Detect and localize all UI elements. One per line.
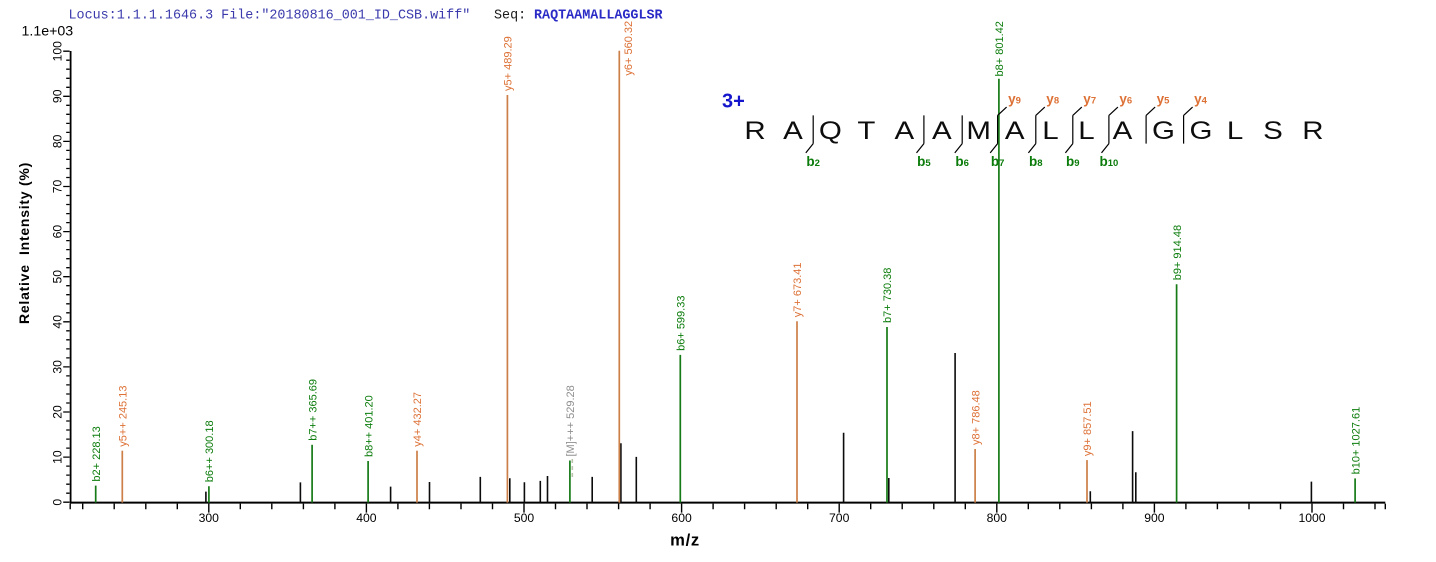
svg-text:G: G bbox=[1152, 116, 1175, 144]
svg-text:b6+ 599.33: b6+ 599.33 bbox=[676, 296, 688, 351]
svg-text:RAQTAAMALLAGGLSR: RAQTAAMALLAGGLSR bbox=[534, 9, 664, 24]
svg-text:b9+ 914.48: b9+ 914.48 bbox=[1172, 225, 1184, 280]
svg-text:M: M bbox=[966, 116, 991, 144]
svg-text:b6: b6 bbox=[955, 154, 969, 169]
svg-text:L: L bbox=[1227, 116, 1243, 144]
svg-text:L: L bbox=[1078, 116, 1094, 144]
svg-text:Locus:1.1.1.1646.3 File:"20180: Locus:1.1.1.1646.3 File:"20180816_001_ID… bbox=[69, 9, 471, 24]
svg-text:y7: y7 bbox=[1083, 92, 1096, 107]
svg-text:G: G bbox=[1190, 116, 1213, 144]
svg-text:[M]+++ 529.28: [M]+++ 529.28 bbox=[565, 385, 577, 456]
svg-text:y5: y5 bbox=[1157, 92, 1171, 107]
svg-text:b8: b8 bbox=[1029, 154, 1043, 169]
svg-text:S: S bbox=[1263, 116, 1283, 144]
svg-text:40: 40 bbox=[51, 315, 65, 329]
svg-text:A: A bbox=[783, 116, 803, 144]
svg-text:b2: b2 bbox=[806, 154, 820, 169]
svg-text:L: L bbox=[1042, 116, 1058, 144]
svg-text:300: 300 bbox=[199, 511, 220, 525]
svg-text:m/z: m/z bbox=[670, 531, 700, 550]
svg-text:100: 100 bbox=[51, 41, 65, 62]
svg-text:y9: y9 bbox=[1008, 92, 1021, 107]
svg-text:b10: b10 bbox=[1099, 154, 1118, 169]
svg-text:600: 600 bbox=[671, 511, 692, 525]
svg-text:b8++ 401.20: b8++ 401.20 bbox=[363, 395, 375, 457]
svg-text:500: 500 bbox=[514, 511, 535, 525]
svg-text:20: 20 bbox=[51, 405, 65, 419]
svg-text:800: 800 bbox=[987, 511, 1008, 525]
svg-text:y4+ 432.27: y4+ 432.27 bbox=[412, 392, 424, 447]
svg-text:y5++ 245.13: y5++ 245.13 bbox=[118, 386, 130, 447]
svg-text:y6+ 560.32: y6+ 560.32 bbox=[623, 21, 635, 76]
svg-text:0: 0 bbox=[51, 499, 65, 506]
svg-text:b5: b5 bbox=[917, 154, 931, 169]
svg-text:Relative Intensity (%): Relative Intensity (%) bbox=[16, 162, 32, 324]
svg-text:b9: b9 bbox=[1066, 154, 1080, 169]
svg-text:70: 70 bbox=[51, 180, 65, 194]
svg-text:y9+ 857.51: y9+ 857.51 bbox=[1082, 401, 1094, 456]
svg-text:30: 30 bbox=[51, 360, 65, 374]
svg-text:b6++ 300.18: b6++ 300.18 bbox=[204, 420, 216, 482]
svg-text:b7+ 730.38: b7+ 730.38 bbox=[882, 268, 894, 323]
svg-text:90: 90 bbox=[51, 89, 65, 103]
svg-text:80: 80 bbox=[51, 134, 65, 148]
svg-text:T: T bbox=[857, 116, 875, 144]
svg-text:50: 50 bbox=[51, 270, 65, 284]
svg-text:60: 60 bbox=[51, 225, 65, 239]
svg-text:R: R bbox=[744, 116, 765, 144]
svg-text:y6: y6 bbox=[1119, 92, 1132, 107]
svg-text:Q: Q bbox=[819, 116, 842, 144]
svg-text:A: A bbox=[1113, 116, 1133, 144]
svg-text:A: A bbox=[894, 116, 914, 144]
svg-text:3+: 3+ bbox=[722, 91, 745, 113]
svg-text:A: A bbox=[1005, 116, 1025, 144]
svg-text:R: R bbox=[1302, 116, 1323, 144]
svg-text:1.1e+03: 1.1e+03 bbox=[22, 24, 74, 40]
svg-text:y8+ 786.48: y8+ 786.48 bbox=[970, 390, 982, 445]
svg-text:b7: b7 bbox=[991, 154, 1005, 169]
svg-text:A: A bbox=[932, 116, 952, 144]
svg-text:b10+ 1027.61: b10+ 1027.61 bbox=[1350, 407, 1362, 475]
svg-text:900: 900 bbox=[1144, 511, 1165, 525]
svg-text:y4: y4 bbox=[1194, 92, 1208, 107]
svg-text:b7++ 365.69: b7++ 365.69 bbox=[307, 379, 319, 441]
svg-text:1000: 1000 bbox=[1298, 511, 1325, 525]
svg-text:700: 700 bbox=[829, 511, 850, 525]
svg-text:y7+ 673.41: y7+ 673.41 bbox=[792, 262, 804, 317]
svg-text:Seq:: Seq: bbox=[494, 9, 526, 24]
svg-text:b2+ 228.13: b2+ 228.13 bbox=[91, 426, 103, 481]
svg-text:y8: y8 bbox=[1046, 92, 1059, 107]
svg-text:y5+ 489.29: y5+ 489.29 bbox=[503, 36, 515, 91]
svg-text:400: 400 bbox=[356, 511, 377, 525]
svg-text:b8+ 801.42: b8+ 801.42 bbox=[994, 21, 1006, 76]
svg-text:10: 10 bbox=[51, 450, 65, 464]
